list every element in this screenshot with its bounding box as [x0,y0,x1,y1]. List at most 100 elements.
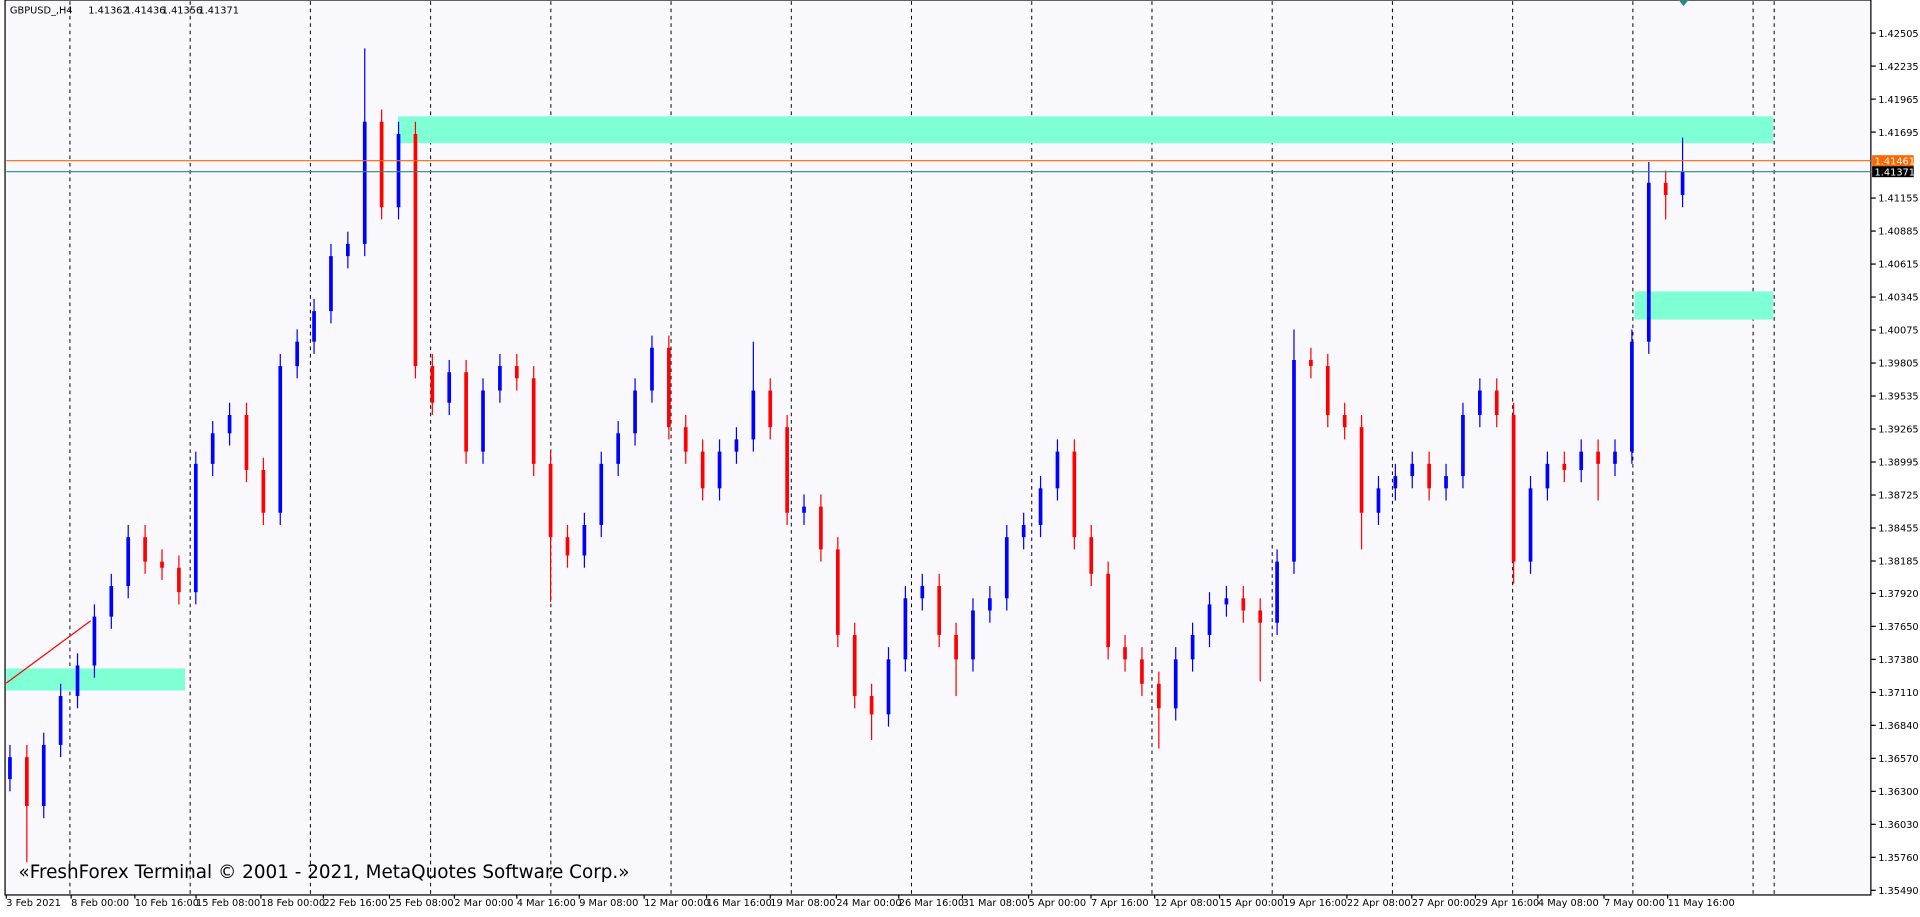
candle-body [1342,414,1347,428]
header-price: 1.41362 [88,5,128,16]
y-tick-label: 1.35760 [1878,853,1918,864]
candles [8,48,1685,863]
candle-body [531,378,536,464]
price-axis: 1.42505 1.42235 1.41965 1.41695 1.41155 1.408… [5,29,1919,909]
x-tick-label: 9 Mar 08:00 [579,898,638,909]
price-tag-label: 1.41461 [1875,156,1915,167]
candle-body [295,341,300,367]
candle-body [278,366,283,513]
header-price: 1.41436 [125,5,165,16]
candle-body [1190,634,1195,660]
trend-line [5,620,92,684]
y-tick-label: 1.41965 [1878,95,1918,106]
y-tick-label: 1.38725 [1878,491,1918,502]
candle-body [616,433,621,464]
candle-body [58,696,63,745]
candle-body [193,463,198,593]
candle-body [396,133,401,208]
plot-area [4,0,1872,896]
y-tick-label: 1.39265 [1878,425,1918,436]
y-tick-label: 1.38455 [1878,524,1918,535]
candle-body [329,256,333,312]
y-tick-label: 1.36840 [1878,721,1918,732]
x-tick-label: 8 Feb 00:00 [71,898,129,909]
candle-body [1680,171,1685,196]
candle-body [227,414,232,434]
candle-body [1089,537,1094,574]
y-tick-label: 1.41155 [1878,194,1918,205]
y-tick-label: 1.40345 [1878,293,1918,304]
candle-body [143,537,147,562]
x-tick-label: 3 Feb 2021 [6,898,61,909]
y-tick-label: 1.41695 [1878,128,1918,139]
candle-body [751,390,756,440]
candle-body [1613,451,1617,464]
x-tick-label: 27 Apr 00:00 [1412,898,1476,909]
candle-body [785,427,789,513]
candle-body [802,506,806,513]
x-tick-label: 15 Apr 00:00 [1220,898,1284,909]
x-tick-label: 15 Feb 08:00 [196,898,260,909]
y-tick-label: 1.37650 [1878,622,1918,633]
candle-body [886,659,891,715]
x-tick-label: 16 Mar 16:00 [707,898,772,909]
candle-body [1528,488,1533,562]
y-tick-label: 1.39805 [1878,359,1918,370]
candle-body [1156,683,1161,709]
candle-body [379,121,384,208]
header-price: 1.41356 [162,5,202,16]
candle-body [362,121,367,244]
x-tick-label: 19 Apr 16:00 [1283,898,1347,909]
x-tick-label: 7 May 00:00 [1604,898,1665,909]
price-tag [1872,155,1914,167]
y-tick-label: 1.37110 [1878,688,1918,699]
candle-body [1596,451,1600,464]
candle-body [1461,414,1465,477]
candle-body [1444,476,1448,489]
candle-body [971,610,975,660]
symbol: GBPUSD_,H4 [10,5,73,16]
candle-body [1207,604,1212,635]
candle-body [177,567,181,593]
candle-body [548,463,553,538]
candle-body [835,549,840,635]
candle-body [312,311,316,342]
y-tick-label: 1.36300 [1878,787,1918,798]
resistance-zone [398,116,1773,144]
candle-body [1562,463,1567,470]
x-tick-label: 29 Apr 16:00 [1475,898,1539,909]
candle-body [261,469,266,513]
candle-body [734,439,739,452]
candle-body [126,537,131,587]
candle-body [1004,537,1009,599]
candle-body [1646,182,1651,342]
candle-body [1663,182,1668,196]
candle-body [109,586,114,617]
x-tick-label: 4 May 08:00 [1538,898,1599,909]
candle-body [1140,659,1144,684]
candle-body [650,347,654,391]
candle-body [1055,451,1060,489]
x-tick-label: 2 Mar 00:00 [454,898,513,909]
candle-body [1292,359,1296,562]
candle-body [1579,451,1584,470]
candle-body [1224,598,1229,605]
y-tick-label: 1.40885 [1878,227,1918,238]
candle-body [514,366,519,379]
candle-body [1545,463,1550,489]
candle-body [1427,463,1431,489]
price-tag-label: 1.41371 [1875,167,1915,178]
x-tick-label: 24 Mar 00:00 [836,898,901,909]
candle-body [717,451,722,489]
x-tick-label: 5 Apr 00:00 [1029,898,1087,909]
candle-body [903,598,908,660]
candle-body [565,537,570,556]
watermark: «FreshForex Terminal © 2001 - 2021, Meta… [19,862,630,883]
candle-body [852,634,857,697]
candle-body [1359,427,1364,513]
x-tick-label: 31 Mar 08:00 [962,898,1027,909]
candle-body [413,133,418,367]
candle-body [1494,390,1499,415]
